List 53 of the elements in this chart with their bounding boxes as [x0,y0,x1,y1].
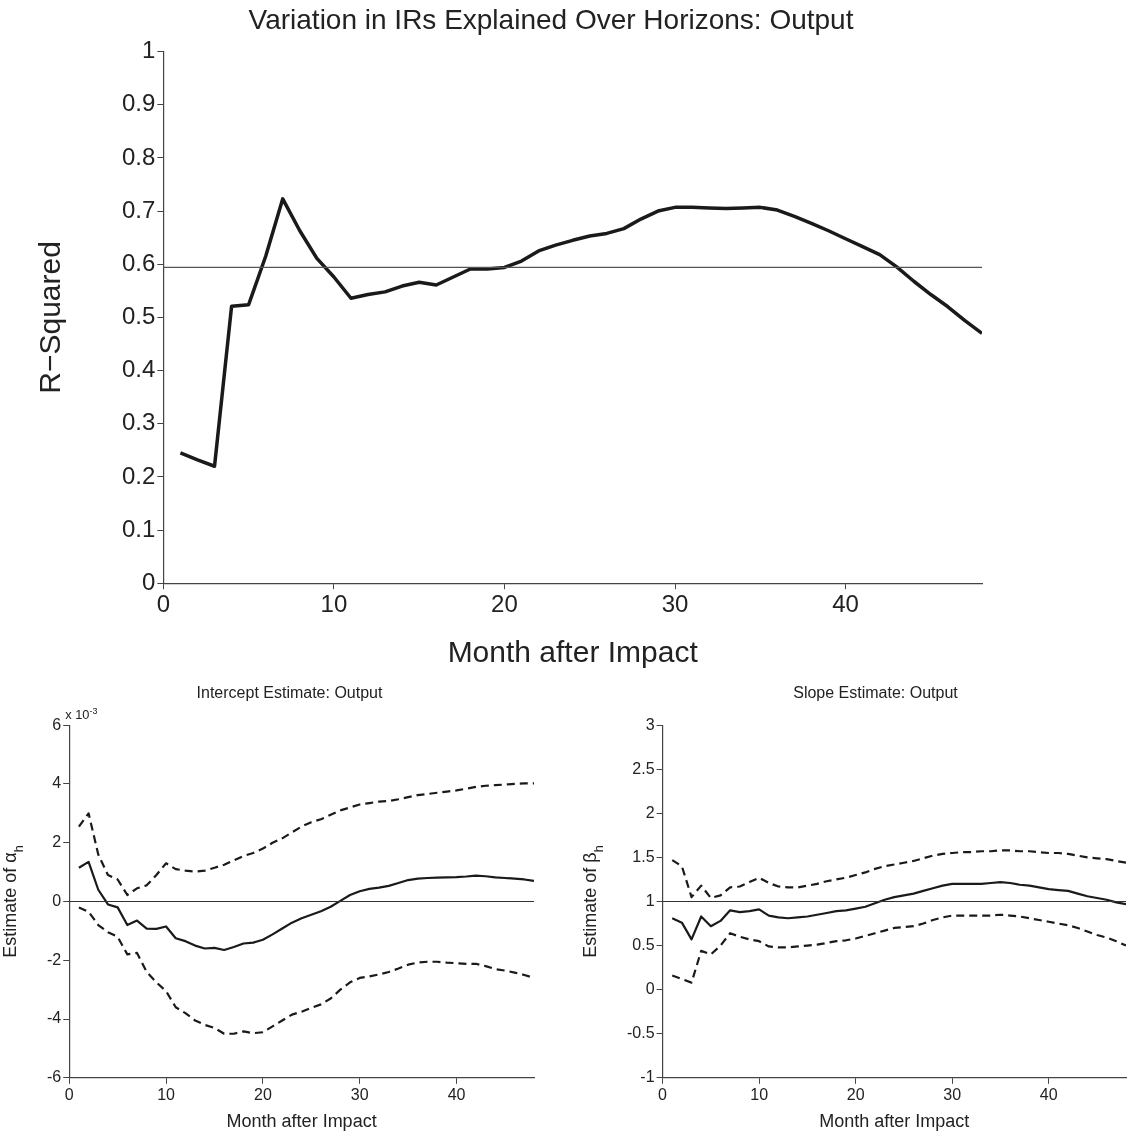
x-tick-label: 10 [750,1085,769,1103]
x-tick-label: 30 [350,1085,369,1103]
line-series [77,782,534,897]
y-axis-title: R−Squared [33,241,66,394]
y-tick-label: 0.4 [121,355,156,383]
x-axis-title: Month after Impact [226,1111,377,1131]
y-tick-label: 1 [142,36,156,64]
y-tick-label: -2 [46,950,62,968]
y-axis-title: Estimate of βh [580,845,607,958]
chart-title: Intercept Estimate: Output [196,684,383,702]
x-tick-label: 40 [447,1085,466,1103]
y-tick-label: 0 [52,891,62,909]
y-tick-label: 0.9 [121,89,156,117]
x-axis-title: Month after Impact [447,635,699,668]
x-tick-label: 20 [846,1085,865,1103]
y-tick-label: 0.7 [121,195,156,223]
y-tick-label: 0.1 [121,514,156,542]
y-tick-label: 1 [645,891,655,909]
line-series [671,913,1126,984]
x-tick-label: 30 [943,1085,962,1103]
y-tick-label: 0.2 [121,461,156,489]
y-tick-label: 0.5 [632,935,655,953]
x-tick-label: 0 [64,1085,74,1103]
y-tick-label: 4 [52,774,62,792]
y-tick-label: 0.5 [121,302,156,330]
y-tick-label: 0.6 [121,248,156,276]
y-tick-label: -4 [46,1009,62,1027]
y-tick-label: -6 [46,1068,62,1086]
y-tick-label: 3 [645,715,655,733]
x-tick-label: 0 [658,1085,668,1103]
x-tick-label: 20 [253,1085,272,1103]
x-tick-label: 20 [491,590,518,618]
y-tick-label: 6 [52,715,62,733]
x-tick-label: 40 [1039,1085,1058,1103]
x-axis-title: Month after Impact [819,1111,970,1131]
y-tick-label: 0.8 [121,142,156,170]
x-tick-label: 40 [832,590,859,618]
y-axis-title: Estimate of αh [0,845,27,958]
x-tick-label: 10 [320,590,348,618]
y-tick-label: 1.5 [632,847,655,865]
chart-title: Variation in IRs Explained Over Horizons: Output [248,3,854,35]
y-tick-label: 0 [142,567,156,595]
y-tick-label: 2.5 [632,759,655,777]
y-tick-label: 0 [645,980,655,998]
chart-title: Slope Estimate: Output [793,684,959,702]
y-tick-label: -1 [640,1068,655,1086]
y-tick-label: 2 [645,803,655,821]
y-tick-label: 0.3 [121,408,156,436]
x-tick-label: 30 [661,590,689,618]
y-tick-label: 2 [52,833,62,851]
x-tick-label: 10 [157,1085,176,1103]
y-tick-label: -0.5 [626,1024,655,1042]
line-series [671,849,1126,900]
